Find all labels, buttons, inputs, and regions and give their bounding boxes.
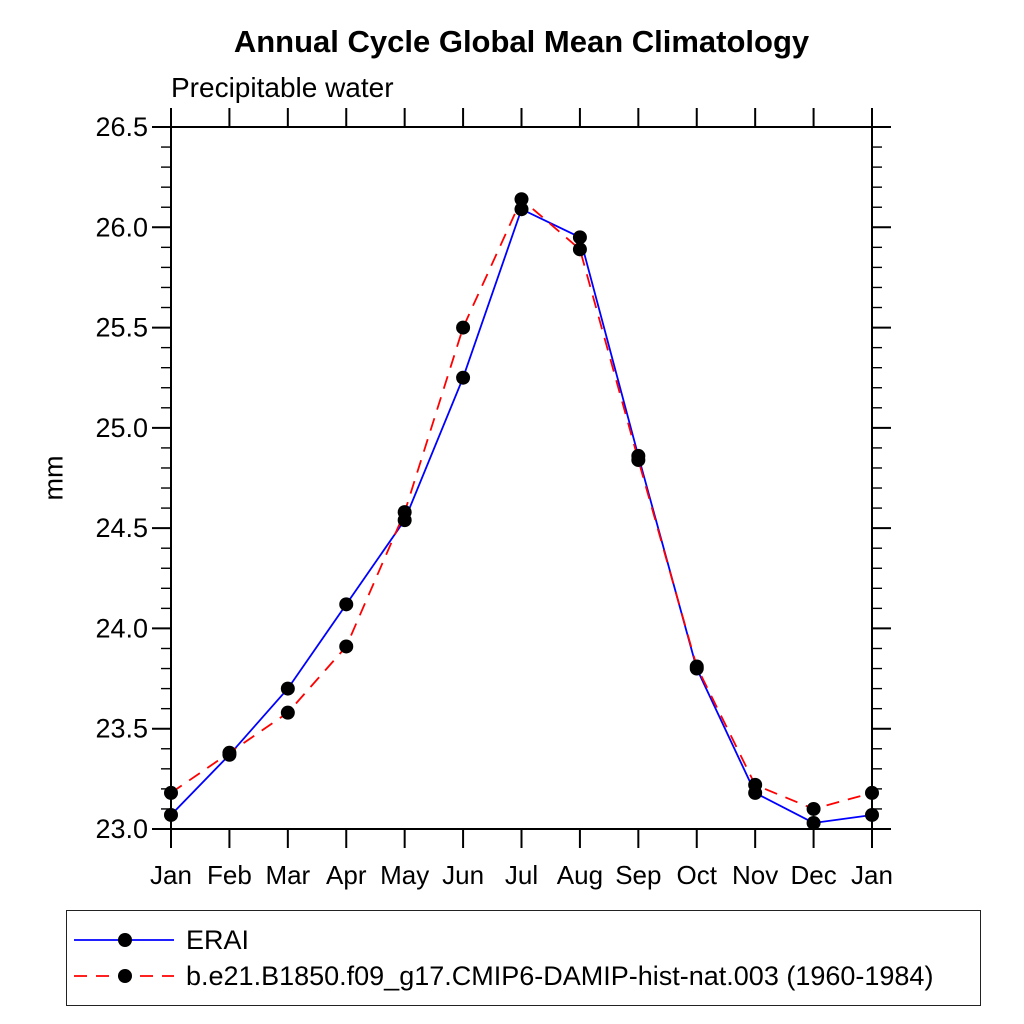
- series-1-marker: [222, 745, 237, 760]
- x-tick-label: Dec: [790, 860, 836, 890]
- series-1-marker: [397, 505, 412, 520]
- x-tick-label: Nov: [732, 860, 778, 890]
- series-1-marker: [689, 659, 704, 674]
- series-0-marker: [280, 681, 295, 696]
- x-tick-label: Mar: [265, 860, 310, 890]
- x-tick-label: Sep: [615, 860, 661, 890]
- chart-title: Annual Cycle Global Mean Climatology: [233, 24, 810, 59]
- series-1-marker: [572, 242, 587, 257]
- series-0-marker: [339, 597, 354, 612]
- chart-subtitle: Precipitable water: [171, 72, 394, 103]
- y-tick-label: 24.0: [95, 613, 148, 643]
- y-tick-label: 26.0: [95, 212, 148, 242]
- series-0-marker: [514, 202, 529, 217]
- legend-line-solid-icon: [74, 933, 174, 947]
- series-0-marker: [572, 230, 587, 245]
- x-tick-label: Feb: [207, 860, 252, 890]
- series-1-marker: [339, 639, 354, 654]
- x-tick-label: Aug: [557, 860, 603, 890]
- y-tick-label: 26.5: [95, 112, 148, 142]
- legend-line-dashed-icon: [74, 969, 174, 983]
- series-1-marker: [865, 785, 879, 800]
- x-tick-label: Jan: [851, 860, 893, 890]
- series-line-1: [170, 197, 873, 810]
- x-tick-label: Apr: [326, 860, 367, 890]
- legend-item-erai: ERAI: [74, 925, 980, 955]
- legend: ERAI b.e21.B1850.f09_g17.CMIP6-DAMIP-his…: [66, 910, 981, 1006]
- series-1-marker: [748, 777, 763, 792]
- series-0-marker: [164, 807, 178, 822]
- series-1-marker: [164, 785, 178, 800]
- y-tick-label: 23.0: [95, 814, 148, 844]
- y-tick-label: 24.5: [95, 513, 148, 543]
- legend-item-model: b.e21.B1850.f09_g17.CMIP6-DAMIP-hist-nat…: [74, 961, 980, 991]
- legend-label-erai: ERAI: [186, 924, 250, 955]
- legend-label-model: b.e21.B1850.f09_g17.CMIP6-DAMIP-hist-nat…: [186, 960, 934, 991]
- series-1-marker: [514, 192, 529, 207]
- x-tick-label: May: [380, 860, 429, 890]
- y-tick-label: 23.5: [95, 714, 148, 744]
- series-1-marker: [806, 801, 821, 816]
- series-0-marker: [806, 815, 821, 830]
- series-1-marker: [631, 452, 646, 467]
- x-tick-label: Jul: [505, 860, 538, 890]
- y-tick-label: 25.5: [95, 313, 148, 343]
- series-0-marker: [865, 807, 879, 822]
- series-0-marker: [456, 370, 471, 385]
- x-tick-label: Jan: [150, 860, 192, 890]
- series-1-marker: [456, 320, 471, 335]
- plot-frame: [170, 126, 873, 830]
- x-tick-label: Oct: [677, 860, 718, 890]
- y-tick-label: 25.0: [95, 413, 148, 443]
- x-tick-label: Jun: [442, 860, 484, 890]
- series-1-marker: [280, 705, 295, 720]
- series-line-0: [170, 207, 873, 824]
